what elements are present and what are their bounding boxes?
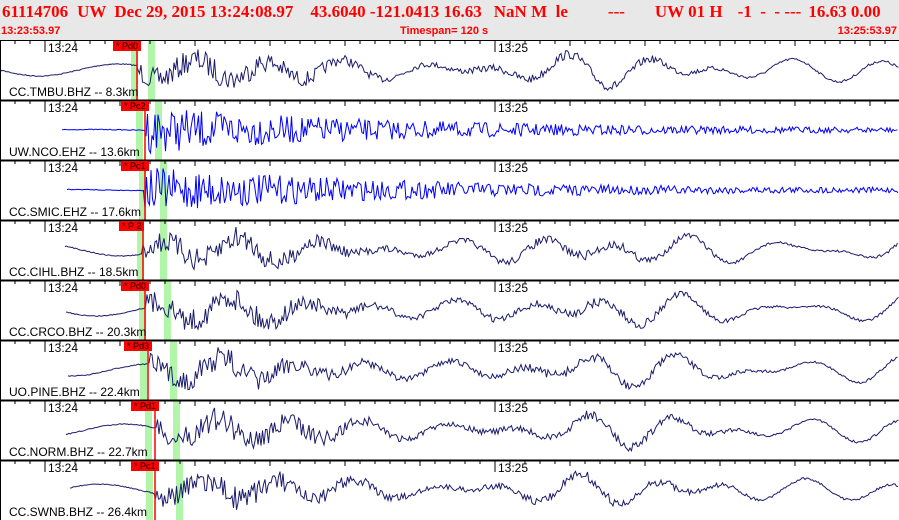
theoretical-p-band [137, 220, 144, 280]
time-label-1324: 13:24 [48, 341, 79, 355]
theoretical-s-band [173, 400, 180, 460]
channel-label: UW.NCO.EHZ -- 13.6km [9, 145, 140, 159]
event-header: 61114706 UW Dec 29, 2015 13:24:08.97 43.… [0, 0, 899, 40]
time-label-1325: 13:25 [498, 281, 529, 295]
time-label-1324: 13:24 [48, 221, 79, 235]
time-label-1324: 13:24 [48, 401, 79, 415]
pick-marker: * P 2 [119, 221, 145, 231]
event-location: 43.6040 -121.0413 16.63 [310, 2, 482, 21]
waveform-trace [69, 470, 899, 510]
theoretical-p-band [140, 340, 147, 400]
theoretical-s-band [170, 340, 177, 400]
seismogram-traces [0, 40, 899, 520]
pick-marker: * Pd0 [121, 281, 150, 291]
waveform-trace [65, 289, 899, 331]
channel-label: CC.NORM.BHZ -- 22.7km [9, 445, 148, 459]
time-label-1325: 13:25 [498, 401, 529, 415]
channel-label: CC.CIHL.BHZ -- 18.5km [9, 265, 139, 279]
channel-label: CC.SMIC.EHZ -- 17.6km [9, 205, 142, 219]
pick-marker: * Pd3 [124, 341, 153, 351]
waveform-trace [64, 227, 898, 271]
event-id: 61114706 [2, 2, 69, 21]
waveform-trace [61, 110, 898, 155]
channel-label: UO.PINE.BHZ -- 22.4km [9, 385, 140, 399]
event-network: UW [77, 2, 107, 21]
theoretical-p-band [139, 160, 146, 220]
theoretical-p-band [145, 400, 152, 460]
pick-marker: * Pc2 [121, 101, 149, 111]
pick-marker: * Pd1 [131, 401, 160, 411]
event-magnitude: NaN M le [493, 2, 568, 21]
time-label-1324: 13:24 [48, 41, 79, 55]
timespan: Timespan= 120 s [400, 25, 489, 37]
waveform-trace [66, 168, 899, 209]
channel-label: CC.TMBU.BHZ -- 8.3km [9, 85, 139, 99]
time-label-1325: 13:25 [498, 341, 529, 355]
theoretical-s-band [176, 460, 183, 520]
theoretical-p-band [131, 40, 138, 100]
event-source: UW 01 H [654, 2, 723, 21]
time-label-1324: 13:24 [48, 281, 79, 295]
time-label-1325: 13:25 [498, 41, 529, 55]
waveform-trace [0, 49, 899, 92]
theoretical-s-band [148, 40, 155, 100]
theoretical-s-band [160, 220, 167, 280]
pick-marker: * Pd0 [113, 41, 142, 51]
theoretical-s-band [155, 100, 162, 160]
channel-label: CC.SWNB.BHZ -- 26.4km [9, 505, 148, 519]
waveform-trace [67, 347, 898, 391]
event-dashes: --- [607, 2, 625, 21]
pick-marker: * Pc1 [121, 161, 149, 171]
time-label-1324: 13:24 [48, 101, 79, 115]
time-label-1325: 13:25 [498, 101, 529, 115]
event-quality: -1 - - --- [737, 2, 802, 21]
time-label-1325: 13:25 [498, 221, 529, 235]
waveform-panel[interactable]: 13:24 13:25 CC.TMBU.BHZ -- 8.3km * Pd0 13:24… [0, 40, 899, 520]
channel-label: CC.CRCO.BHZ -- 20.3km [9, 325, 147, 339]
event-depth: 16.63 0.00 [808, 2, 881, 21]
event-datetime: Dec 29, 2015 13:24:08.97 [114, 2, 294, 21]
time-label-1324: 13:24 [48, 461, 79, 475]
event-summary-line: 61114706 UW Dec 29, 2015 13:24:08.97 43.… [2, 2, 881, 22]
theoretical-p-band [139, 280, 146, 340]
theoretical-p-band [146, 460, 153, 520]
theoretical-s-band [164, 280, 171, 340]
time-label-1325: 13:25 [498, 161, 529, 175]
waveform-trace [65, 407, 899, 453]
time-label-1325: 13:25 [498, 461, 529, 475]
end-time: 13:25:53.97 [837, 25, 897, 37]
start-time: 13:23:53.97 [1, 25, 61, 37]
pick-marker: * Pc1 [131, 461, 159, 471]
theoretical-s-band [160, 160, 167, 220]
time-label-1324: 13:24 [48, 161, 79, 175]
